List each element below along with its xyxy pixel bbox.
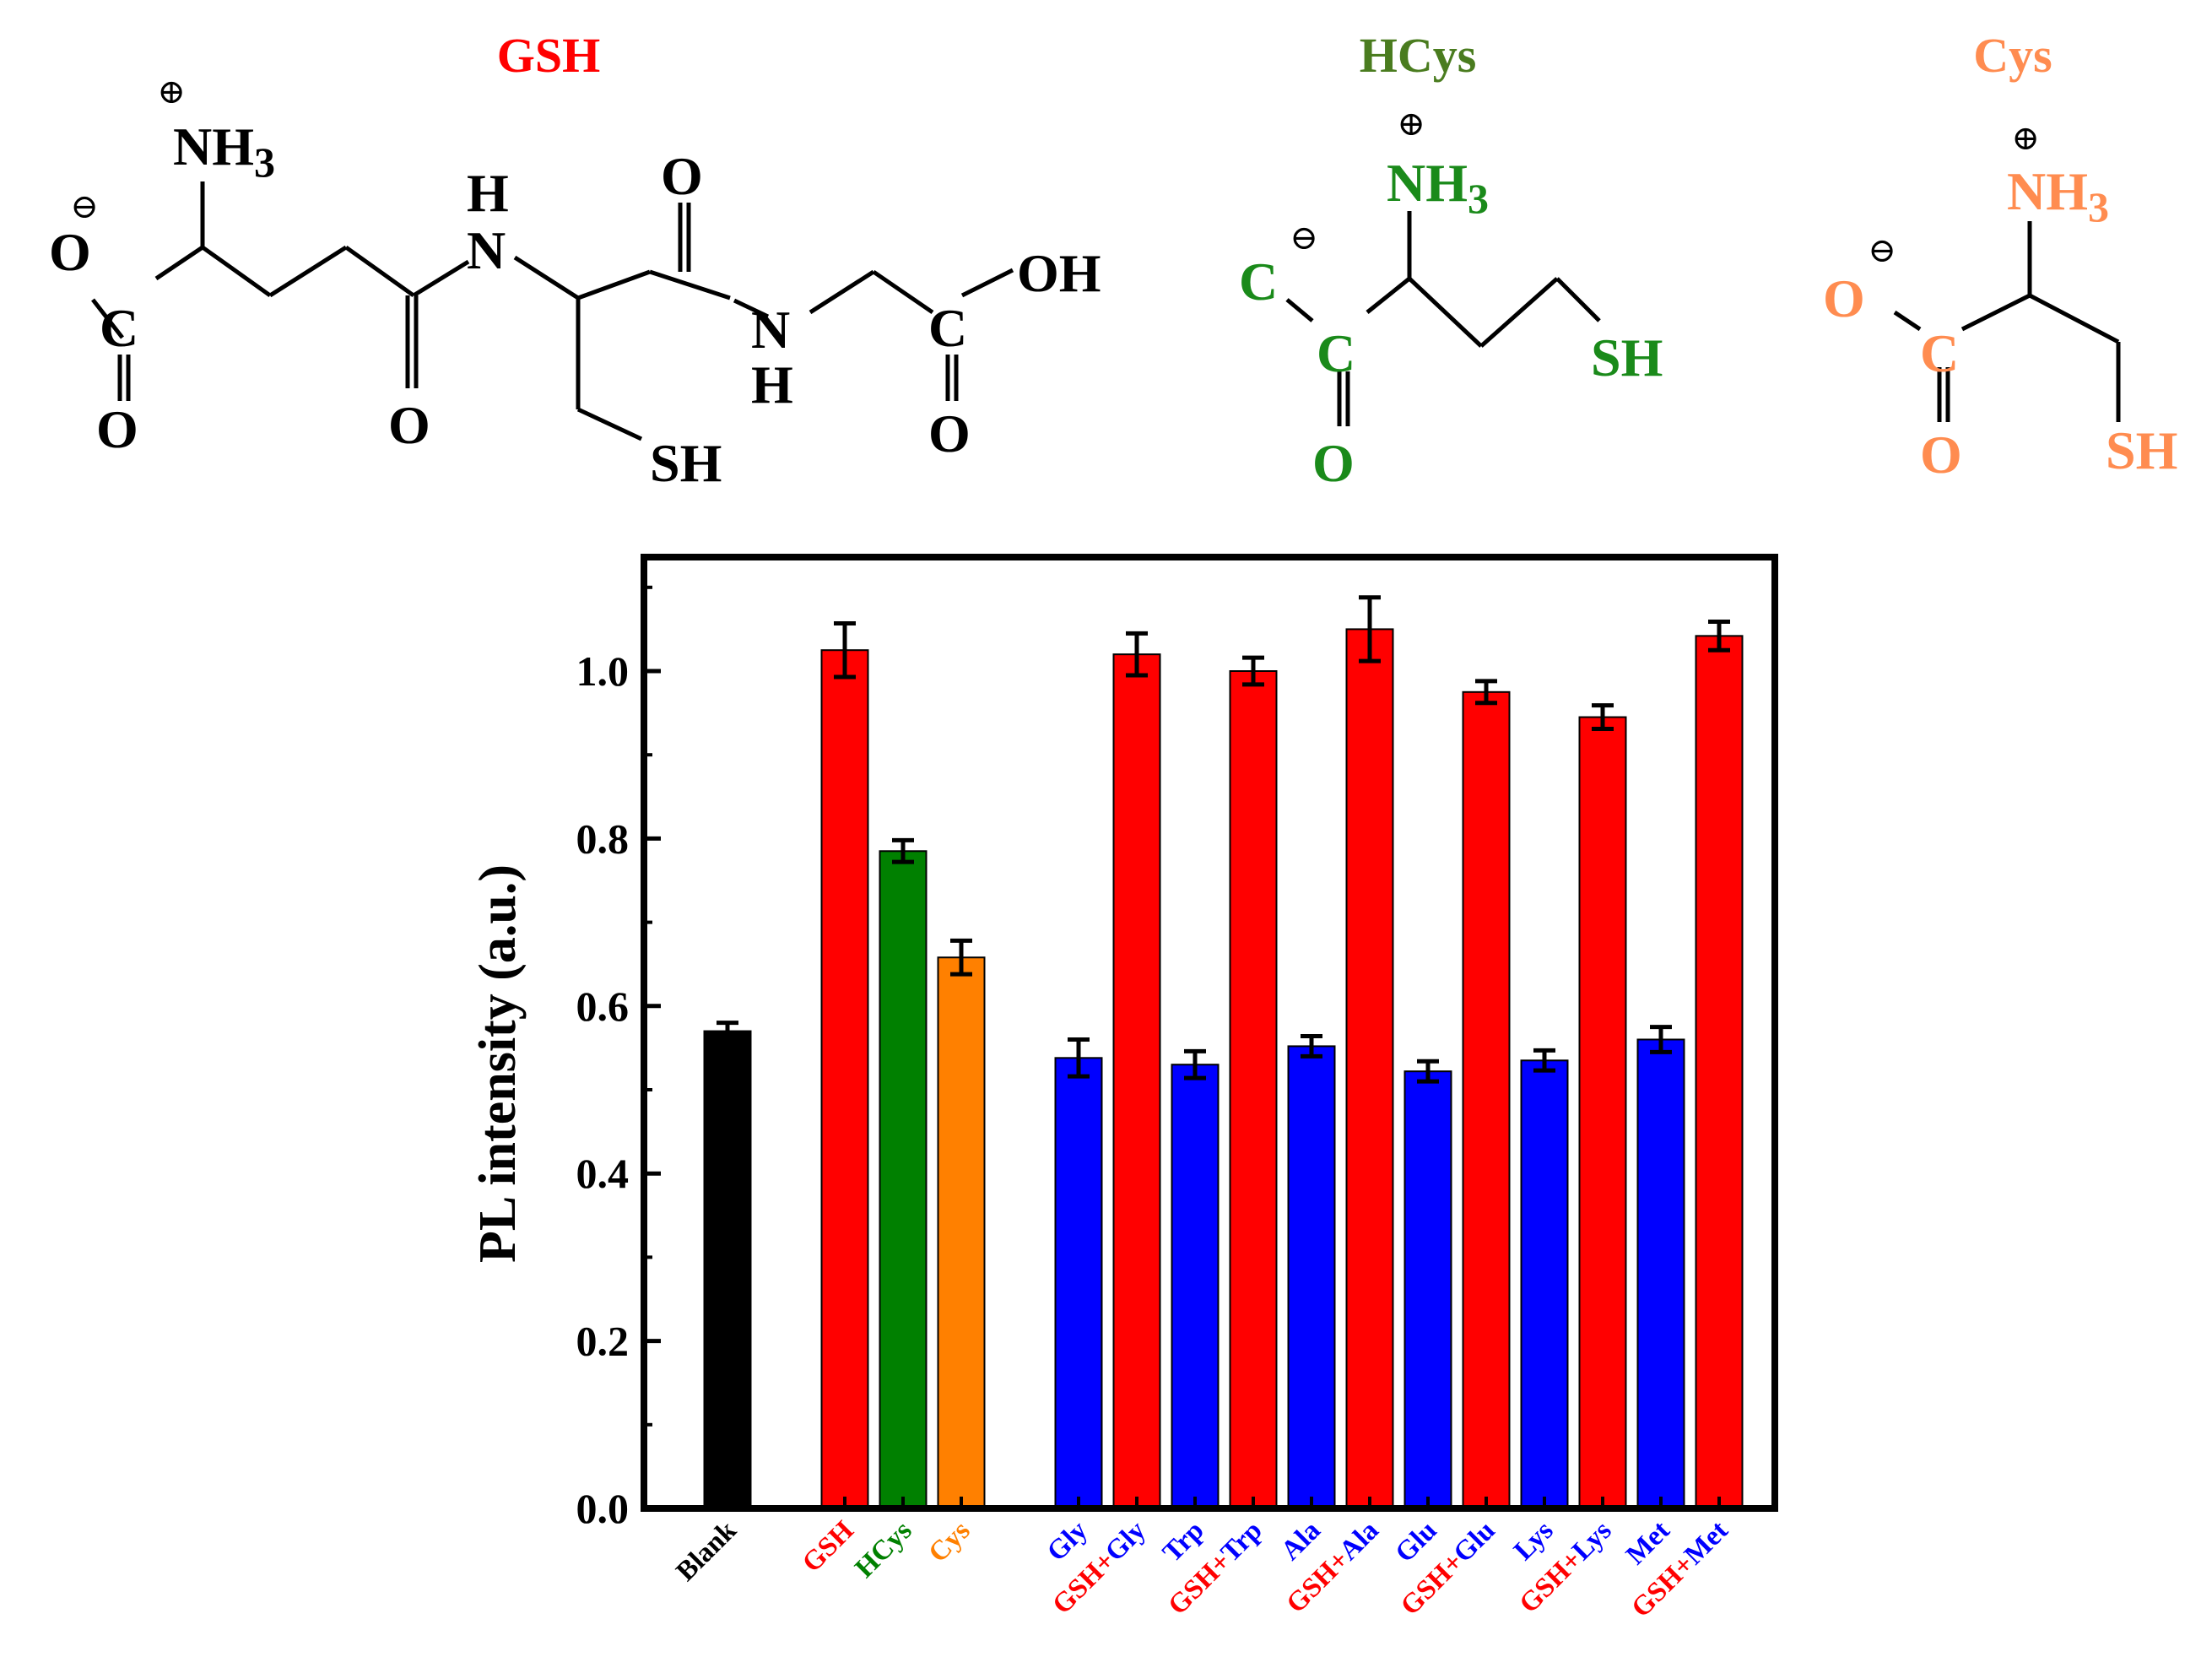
gsh-o-amide1-label: O [388, 395, 430, 455]
bar-ala [1287, 1045, 1336, 1509]
bar-hcys [879, 850, 928, 1509]
y-axis-title: PL intensity (a.u.) [469, 864, 527, 1263]
cys-structure: Cys ⊕ NH3 ⊖ O C O SH [1823, 28, 2177, 485]
cys-o-label: O [1920, 425, 1962, 485]
hcys-title: HCys [1360, 28, 1477, 83]
gsh-structure: GSH ⊕ [49, 28, 1101, 493]
plot-frame [641, 554, 1778, 1512]
cys-bonds [1893, 221, 2121, 422]
bar-cys [937, 956, 986, 1510]
hcys-cminus-charge: ⊖ [1290, 219, 1318, 257]
x-label-blank: Blank [671, 1515, 744, 1588]
gsh-o-acid-label: O [928, 403, 971, 463]
hcys-c-label: C [1317, 323, 1355, 383]
cys-ominus-label: O [1823, 268, 1865, 328]
cys-ominus-charge: ⊖ [1868, 231, 1896, 269]
bar-glu [1403, 1070, 1452, 1509]
bar-blank [703, 1030, 752, 1510]
error-bars-group [717, 595, 1730, 1508]
y-tick-label: 1.0 [576, 647, 630, 695]
x-label-cys: Cys [923, 1515, 976, 1568]
hcys-structure: HCys ⊕ NH3 ⊖ C C O SH [1239, 28, 1663, 493]
gsh-n-bottom-label: N [751, 300, 790, 360]
gsh-o-top-label: O [661, 146, 703, 206]
y-tick-label: 0.8 [576, 815, 630, 862]
x-label-hcys: HCys [849, 1515, 917, 1584]
gsh-bonds [91, 181, 1014, 441]
y-tick-label: 0.0 [576, 1485, 630, 1532]
bar-met [1636, 1038, 1685, 1509]
bar-chart: PL intensity (a.u.) 0.0 0.2 0.4 0.6 0.8 1.0 B… [469, 554, 1778, 1624]
gsh-o-bottom-label: O [96, 399, 138, 459]
bar-gsh [820, 649, 869, 1509]
y-tick-label: 0.2 [576, 1318, 630, 1365]
hcys-o-label: O [1312, 433, 1355, 493]
gsh-ominus-charge: ⊖ [70, 187, 99, 225]
gsh-c-label: C [100, 298, 138, 358]
hcys-nh3-charge: ⊕ [1397, 105, 1425, 143]
bar-gly [1054, 1057, 1103, 1509]
gsh-h-bottom-label: H [751, 355, 793, 414]
hcys-cminus-label: C [1239, 252, 1278, 311]
cys-title: Cys [1973, 28, 2052, 83]
cys-c-label: C [1920, 323, 1959, 383]
bar-trp [1171, 1064, 1220, 1509]
hcys-sh-label: SH [1591, 328, 1663, 387]
gsh-c-acid-label: C [928, 298, 967, 358]
bars-group [703, 628, 1744, 1510]
cys-nh3-label: NH3 [2007, 161, 2109, 230]
cys-nh3-charge: ⊕ [2011, 119, 2040, 157]
bar-lys [1520, 1059, 1569, 1509]
gsh-title: GSH [497, 28, 601, 83]
gsh-h-top-label: H [467, 163, 509, 223]
y-axis-ticks: 0.0 0.2 0.4 0.6 0.8 1.0 [576, 585, 661, 1532]
bar-gsh-plus-lys [1578, 716, 1627, 1509]
gsh-sh-label: SH [650, 433, 722, 493]
hcys-bonds [1285, 211, 1601, 426]
gsh-oh-label: OH [1017, 243, 1101, 303]
bar-gsh-plus-ala [1345, 628, 1394, 1509]
gsh-ominus-label: O [49, 222, 91, 282]
y-tick-label: 0.4 [576, 1150, 630, 1197]
bar-gsh-plus-trp [1229, 670, 1278, 1509]
y-tick-label: 0.6 [576, 983, 630, 1030]
bar-gsh-plus-met [1695, 635, 1744, 1509]
bar-gsh-plus-gly [1112, 653, 1161, 1509]
bar-gsh-plus-glu [1462, 690, 1511, 1509]
gsh-n-top-label: N [467, 220, 506, 280]
cys-sh-label: SH [2106, 420, 2177, 480]
x-label-gsh: GSH [797, 1515, 860, 1578]
hcys-nh3-label: NH3 [1387, 153, 1489, 222]
gsh-nh3-label: NH3 [173, 116, 275, 186]
gsh-nh3-charge: ⊕ [157, 73, 186, 111]
